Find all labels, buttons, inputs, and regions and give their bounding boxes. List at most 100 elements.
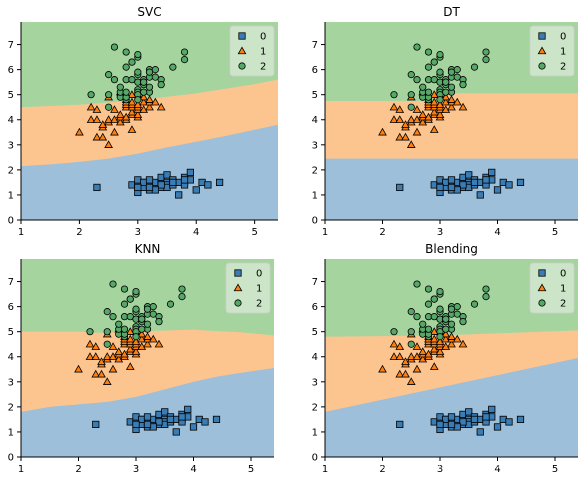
legend-label-class-2: 2 — [260, 62, 266, 73]
data-point-class-1 — [92, 105, 102, 113]
data-point-class-1 — [145, 102, 154, 111]
data-point-class-1 — [447, 332, 456, 340]
data-point-class-2 — [424, 285, 433, 293]
data-point-class-1 — [102, 352, 112, 360]
data-point-class-2 — [419, 83, 427, 91]
y-tick-label: 5 — [8, 327, 14, 338]
subplot-title: KNN — [135, 242, 161, 256]
data-point-class-2 — [442, 88, 450, 96]
data-point-class-2 — [459, 318, 467, 326]
legend-label-class-1: 1 — [256, 284, 262, 295]
y-tick-label: 5 — [312, 327, 318, 338]
x-tick-label: 2 — [76, 227, 82, 238]
data-point-class-2 — [138, 315, 146, 323]
x-tick-label: 5 — [552, 464, 558, 475]
data-point-class-2 — [166, 300, 175, 308]
data-point-class-0 — [175, 178, 183, 187]
data-point-class-2 — [436, 50, 444, 59]
region-class-0 — [21, 368, 274, 457]
data-point-class-1 — [131, 337, 141, 345]
data-point-class-1 — [148, 334, 158, 343]
data-point-class-2 — [145, 68, 154, 76]
data-point-class-0 — [157, 173, 165, 181]
data-point-class-2 — [128, 76, 136, 84]
data-point-class-1 — [389, 115, 399, 123]
data-point-class-1 — [441, 97, 451, 106]
data-point-class-1 — [110, 105, 119, 113]
data-point-class-1 — [97, 369, 106, 378]
x-tick-label: 4 — [193, 227, 199, 238]
data-point-class-1 — [395, 115, 405, 123]
data-point-class-2 — [87, 91, 95, 99]
data-point-class-2 — [413, 280, 421, 288]
legend-marker-class-1 — [537, 283, 547, 292]
data-point-class-2 — [407, 308, 415, 316]
y-tick-label: 1 — [8, 190, 14, 201]
data-point-class-0 — [184, 405, 192, 413]
data-point-class-0 — [134, 176, 142, 184]
data-point-class-1 — [127, 125, 137, 133]
y-tick-label: 0 — [8, 216, 14, 227]
data-point-class-1 — [115, 117, 125, 126]
data-point-class-2 — [413, 76, 421, 84]
subplot-title: Blending — [425, 242, 478, 256]
data-point-class-2 — [105, 103, 113, 111]
data-point-class-1 — [389, 102, 399, 111]
data-point-class-0 — [459, 418, 467, 426]
data-point-class-2 — [134, 96, 142, 104]
data-point-class-1 — [75, 127, 84, 136]
data-point-class-1 — [418, 347, 428, 355]
data-point-class-2 — [134, 50, 142, 59]
data-point-class-1 — [429, 362, 439, 370]
data-point-class-2 — [157, 81, 165, 89]
data-point-class-0 — [482, 413, 490, 421]
data-point-class-2 — [436, 68, 444, 76]
data-point-class-0 — [476, 191, 484, 199]
y-tick-label: 1 — [312, 190, 318, 201]
data-point-class-2 — [126, 295, 134, 303]
data-point-class-2 — [110, 76, 119, 84]
data-point-class-1 — [108, 352, 118, 360]
data-point-class-1 — [401, 357, 410, 365]
data-point-class-1 — [143, 339, 152, 348]
y-tick-label: 3 — [8, 140, 14, 151]
y-tick-label: 3 — [312, 377, 318, 388]
data-point-class-1 — [412, 364, 422, 373]
data-point-class-1 — [115, 110, 125, 118]
legend: 0 1 2 — [529, 262, 575, 314]
x-tick-label: 2 — [379, 227, 385, 238]
data-point-class-1 — [412, 352, 422, 360]
data-point-class-0 — [163, 171, 171, 179]
data-point-class-1 — [435, 100, 445, 108]
data-point-class-2 — [151, 66, 159, 74]
data-point-class-1 — [97, 357, 106, 365]
legend-marker-class-1 — [233, 283, 243, 292]
legend-label-class-2: 2 — [256, 299, 262, 310]
data-point-class-1 — [458, 339, 468, 348]
data-point-class-2 — [430, 58, 438, 66]
x-tick-label: 1 — [322, 227, 328, 238]
data-point-class-2 — [436, 305, 444, 313]
data-point-class-0 — [192, 186, 200, 194]
legend-box — [225, 262, 271, 314]
x-tick-label: 1 — [18, 464, 24, 475]
data-point-class-1 — [92, 132, 102, 141]
data-point-class-2 — [407, 103, 415, 111]
y-tick-label: 5 — [312, 90, 318, 101]
y-tick-label: 2 — [8, 402, 14, 413]
data-point-class-2 — [424, 63, 433, 71]
data-point-class-1 — [131, 347, 141, 355]
data-point-class-2 — [482, 55, 490, 64]
x-tick-label: 4 — [494, 464, 500, 475]
scatter-points — [75, 43, 224, 199]
data-point-class-2 — [178, 292, 186, 301]
y-tick-label: 2 — [312, 402, 318, 413]
data-point-class-2 — [151, 73, 159, 81]
data-point-class-1 — [395, 369, 405, 378]
data-point-class-1 — [395, 342, 405, 350]
data-point-class-1 — [412, 127, 422, 136]
legend: 0 1 2 — [229, 25, 275, 77]
data-point-class-1 — [150, 97, 160, 106]
data-point-class-1 — [418, 110, 428, 118]
